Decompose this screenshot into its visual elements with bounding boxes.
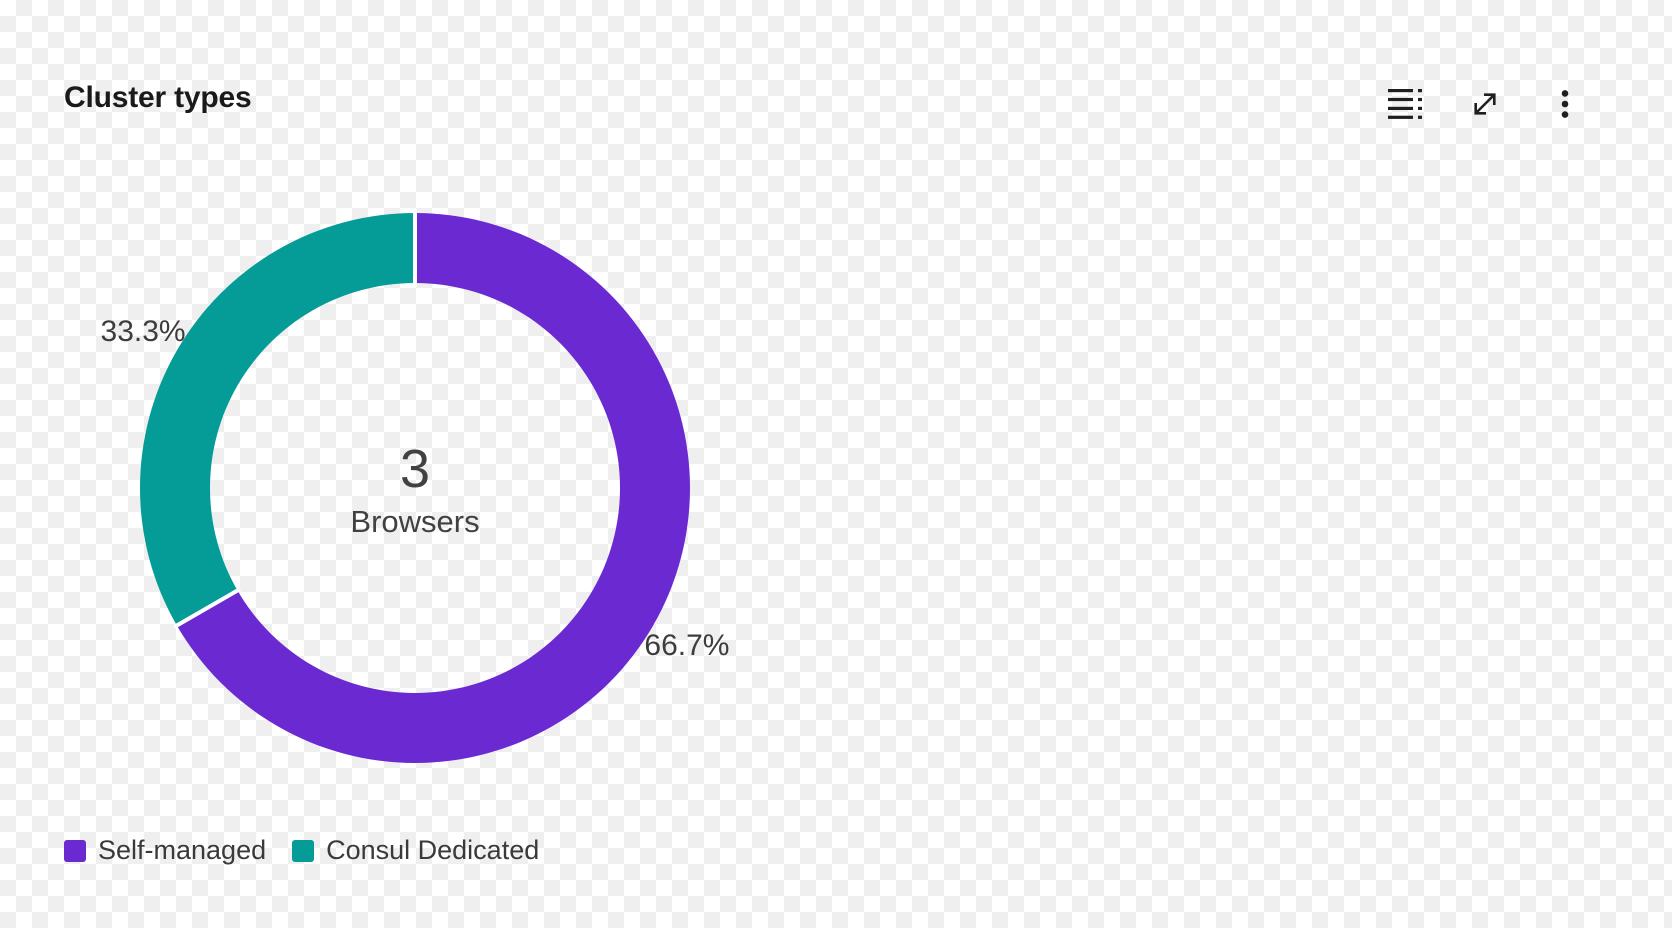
legend-swatch — [64, 839, 86, 862]
legend-item-self-managed[interactable]: Self-managed — [64, 835, 266, 866]
panel-toolbar — [1385, 84, 1585, 124]
expand-icon — [1474, 93, 1496, 115]
data-table-icon — [1388, 89, 1422, 119]
more-options-button[interactable] — [1545, 84, 1585, 124]
chart-legend: Self-managed Consul Dedicated — [64, 835, 539, 866]
data-table-button[interactable] — [1385, 84, 1425, 124]
slice-separator — [173, 587, 242, 629]
slice-percent-label: 66.7% — [644, 629, 729, 662]
kebab-menu-icon — [1561, 90, 1569, 118]
legend-item-consul-dedicated[interactable]: Consul Dedicated — [292, 835, 539, 866]
donut-slice-consul-dedicated[interactable] — [140, 213, 415, 626]
slice-percent-label: 33.3% — [101, 315, 186, 348]
legend-swatch — [292, 839, 315, 862]
legend-label: Self-managed — [98, 835, 267, 865]
legend-label: Consul Dedicated — [326, 835, 540, 865]
page-title: Cluster types — [64, 81, 252, 114]
expand-button[interactable] — [1465, 84, 1505, 124]
